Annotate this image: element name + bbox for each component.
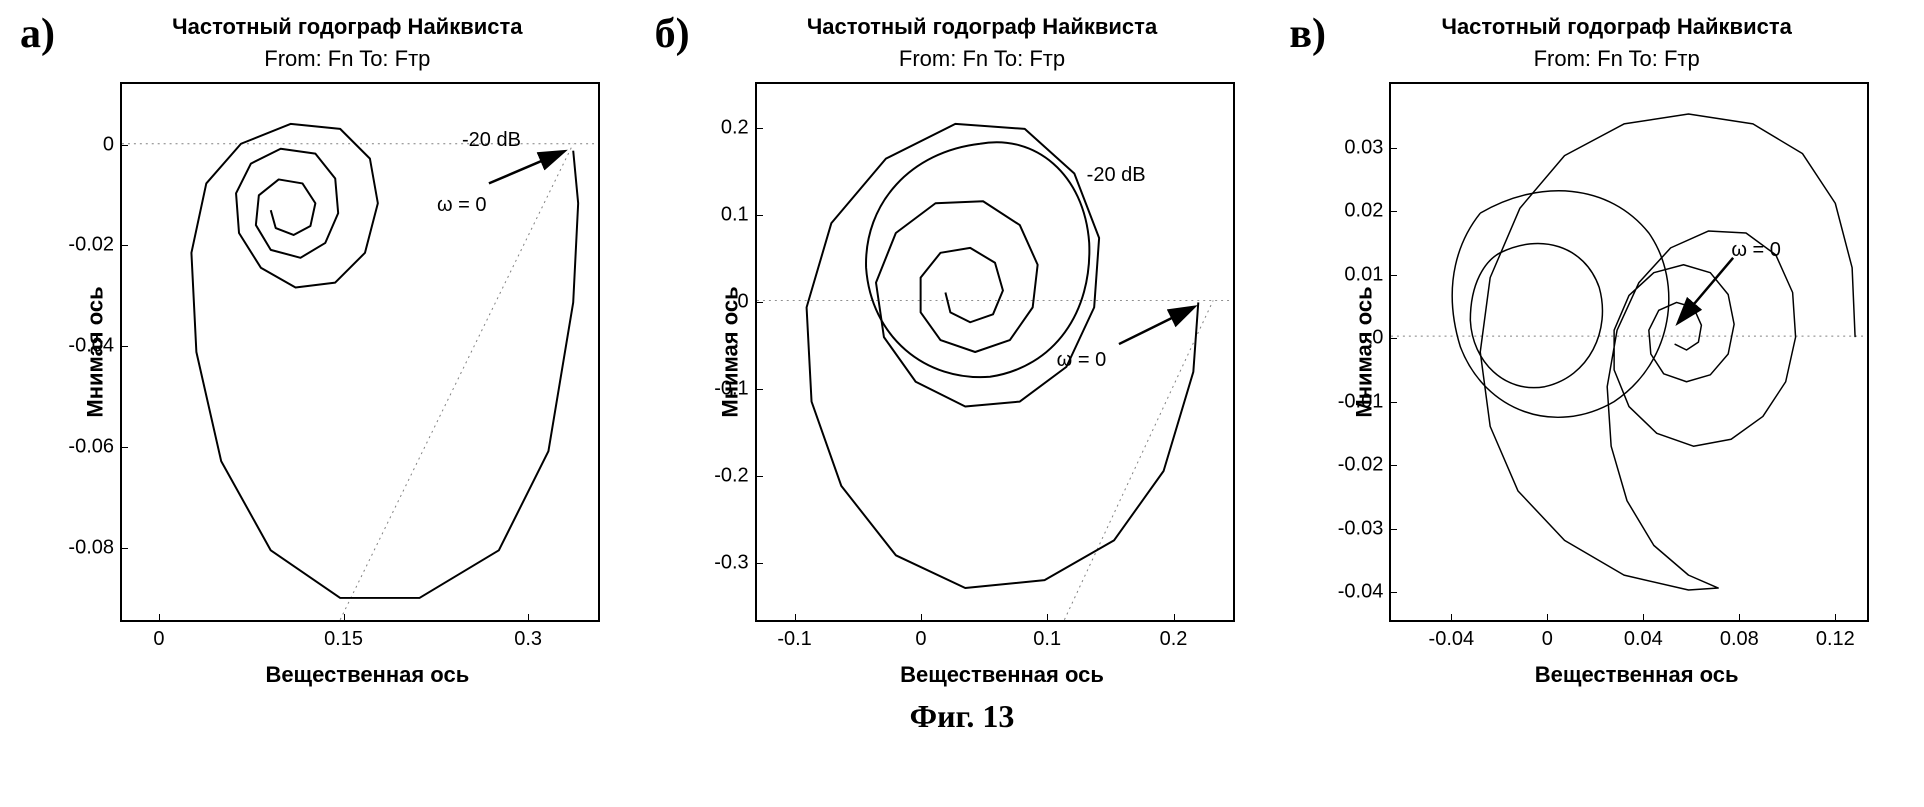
- ytick-label: -0.06: [68, 436, 114, 459]
- xtick-label: 0.2: [1160, 628, 1188, 651]
- xtick-label: 0.04: [1624, 628, 1663, 651]
- ytick-label: -0.2: [714, 464, 748, 487]
- xtick-label: 0.08: [1720, 628, 1759, 651]
- xtick-label: 0: [915, 628, 926, 651]
- panel-b-subtitle: From: Fn To: Fтр: [695, 46, 1270, 72]
- panel-a-xlabel: Вещественная ось: [100, 662, 635, 688]
- panel-a-plot: 0-0.02-0.04-0.06-0.0800.150.3-20 dBω = 0: [120, 82, 600, 622]
- panel-a-label: а): [20, 10, 55, 58]
- panel-b: б) Частотный годограф Найквиста From: Fn…: [655, 10, 1270, 688]
- xtick-label: 0: [1542, 628, 1553, 651]
- annotation-text: ω = 0: [437, 194, 487, 217]
- panel-c-xlabel: Вещественная ось: [1369, 662, 1904, 688]
- nyquist-curve: [1391, 84, 1867, 620]
- panel-a-title: Частотный годограф Найквиста: [60, 14, 635, 40]
- ytick-label: 0.1: [721, 203, 749, 226]
- nyquist-curve: [122, 84, 598, 620]
- panel-b-label: б): [655, 10, 690, 58]
- xtick-label: -0.1: [777, 628, 811, 651]
- ytick-label: -0.1: [714, 377, 748, 400]
- ytick-label: 0: [1372, 327, 1383, 350]
- ytick-label: 0.02: [1344, 200, 1383, 223]
- panel-c-subtitle: From: Fn To: Fтр: [1329, 46, 1904, 72]
- xtick-label: -0.04: [1429, 628, 1475, 651]
- figure-container: а) Частотный годограф Найквиста From: Fn…: [0, 0, 1924, 688]
- ytick-label: -0.02: [1338, 454, 1384, 477]
- xtick-label: 0.1: [1033, 628, 1061, 651]
- xtick-label: 0.12: [1816, 628, 1855, 651]
- ytick-label: -0.04: [68, 335, 114, 358]
- panel-a: а) Частотный годограф Найквиста From: Fn…: [20, 10, 635, 688]
- xtick-label: 0.3: [514, 628, 542, 651]
- panel-c-label: в): [1289, 10, 1326, 58]
- panel-c: в) Частотный годограф Найквиста From: Fn…: [1289, 10, 1904, 688]
- ytick-label: 0: [103, 133, 114, 156]
- ytick-label: -0.02: [68, 234, 114, 257]
- ytick-label: 0: [738, 290, 749, 313]
- panel-a-subtitle: From: Fn To: Fтр: [60, 46, 635, 72]
- ytick-label: 0.2: [721, 116, 749, 139]
- figure-caption: Фиг. 13: [0, 698, 1924, 735]
- panel-c-plot: 0.030.020.010-0.01-0.02-0.03-0.04-0.0400…: [1389, 82, 1869, 622]
- ytick-label: -0.03: [1338, 517, 1384, 540]
- panel-b-xlabel: Вещественная ось: [735, 662, 1270, 688]
- annotation-text: -20 dB: [1087, 164, 1146, 187]
- panel-b-plot: 0.20.10-0.1-0.2-0.3-0.100.10.2-20 dBω = …: [755, 82, 1235, 622]
- ytick-label: -0.01: [1338, 390, 1384, 413]
- panel-c-title: Частотный годограф Найквиста: [1329, 14, 1904, 40]
- ytick-label: 0.03: [1344, 136, 1383, 159]
- xtick-label: 0.15: [324, 628, 363, 651]
- panel-b-title: Частотный годограф Найквиста: [695, 14, 1270, 40]
- ytick-label: -0.08: [68, 537, 114, 560]
- annotation-text: -20 dB: [462, 129, 521, 152]
- annotation-text: ω = 0: [1057, 349, 1107, 372]
- ytick-label: -0.04: [1338, 581, 1384, 604]
- ytick-label: 0.01: [1344, 263, 1383, 286]
- ytick-label: -0.3: [714, 552, 748, 575]
- annotation-text: ω = 0: [1731, 239, 1781, 262]
- nyquist-curve: [757, 84, 1233, 620]
- xtick-label: 0: [153, 628, 164, 651]
